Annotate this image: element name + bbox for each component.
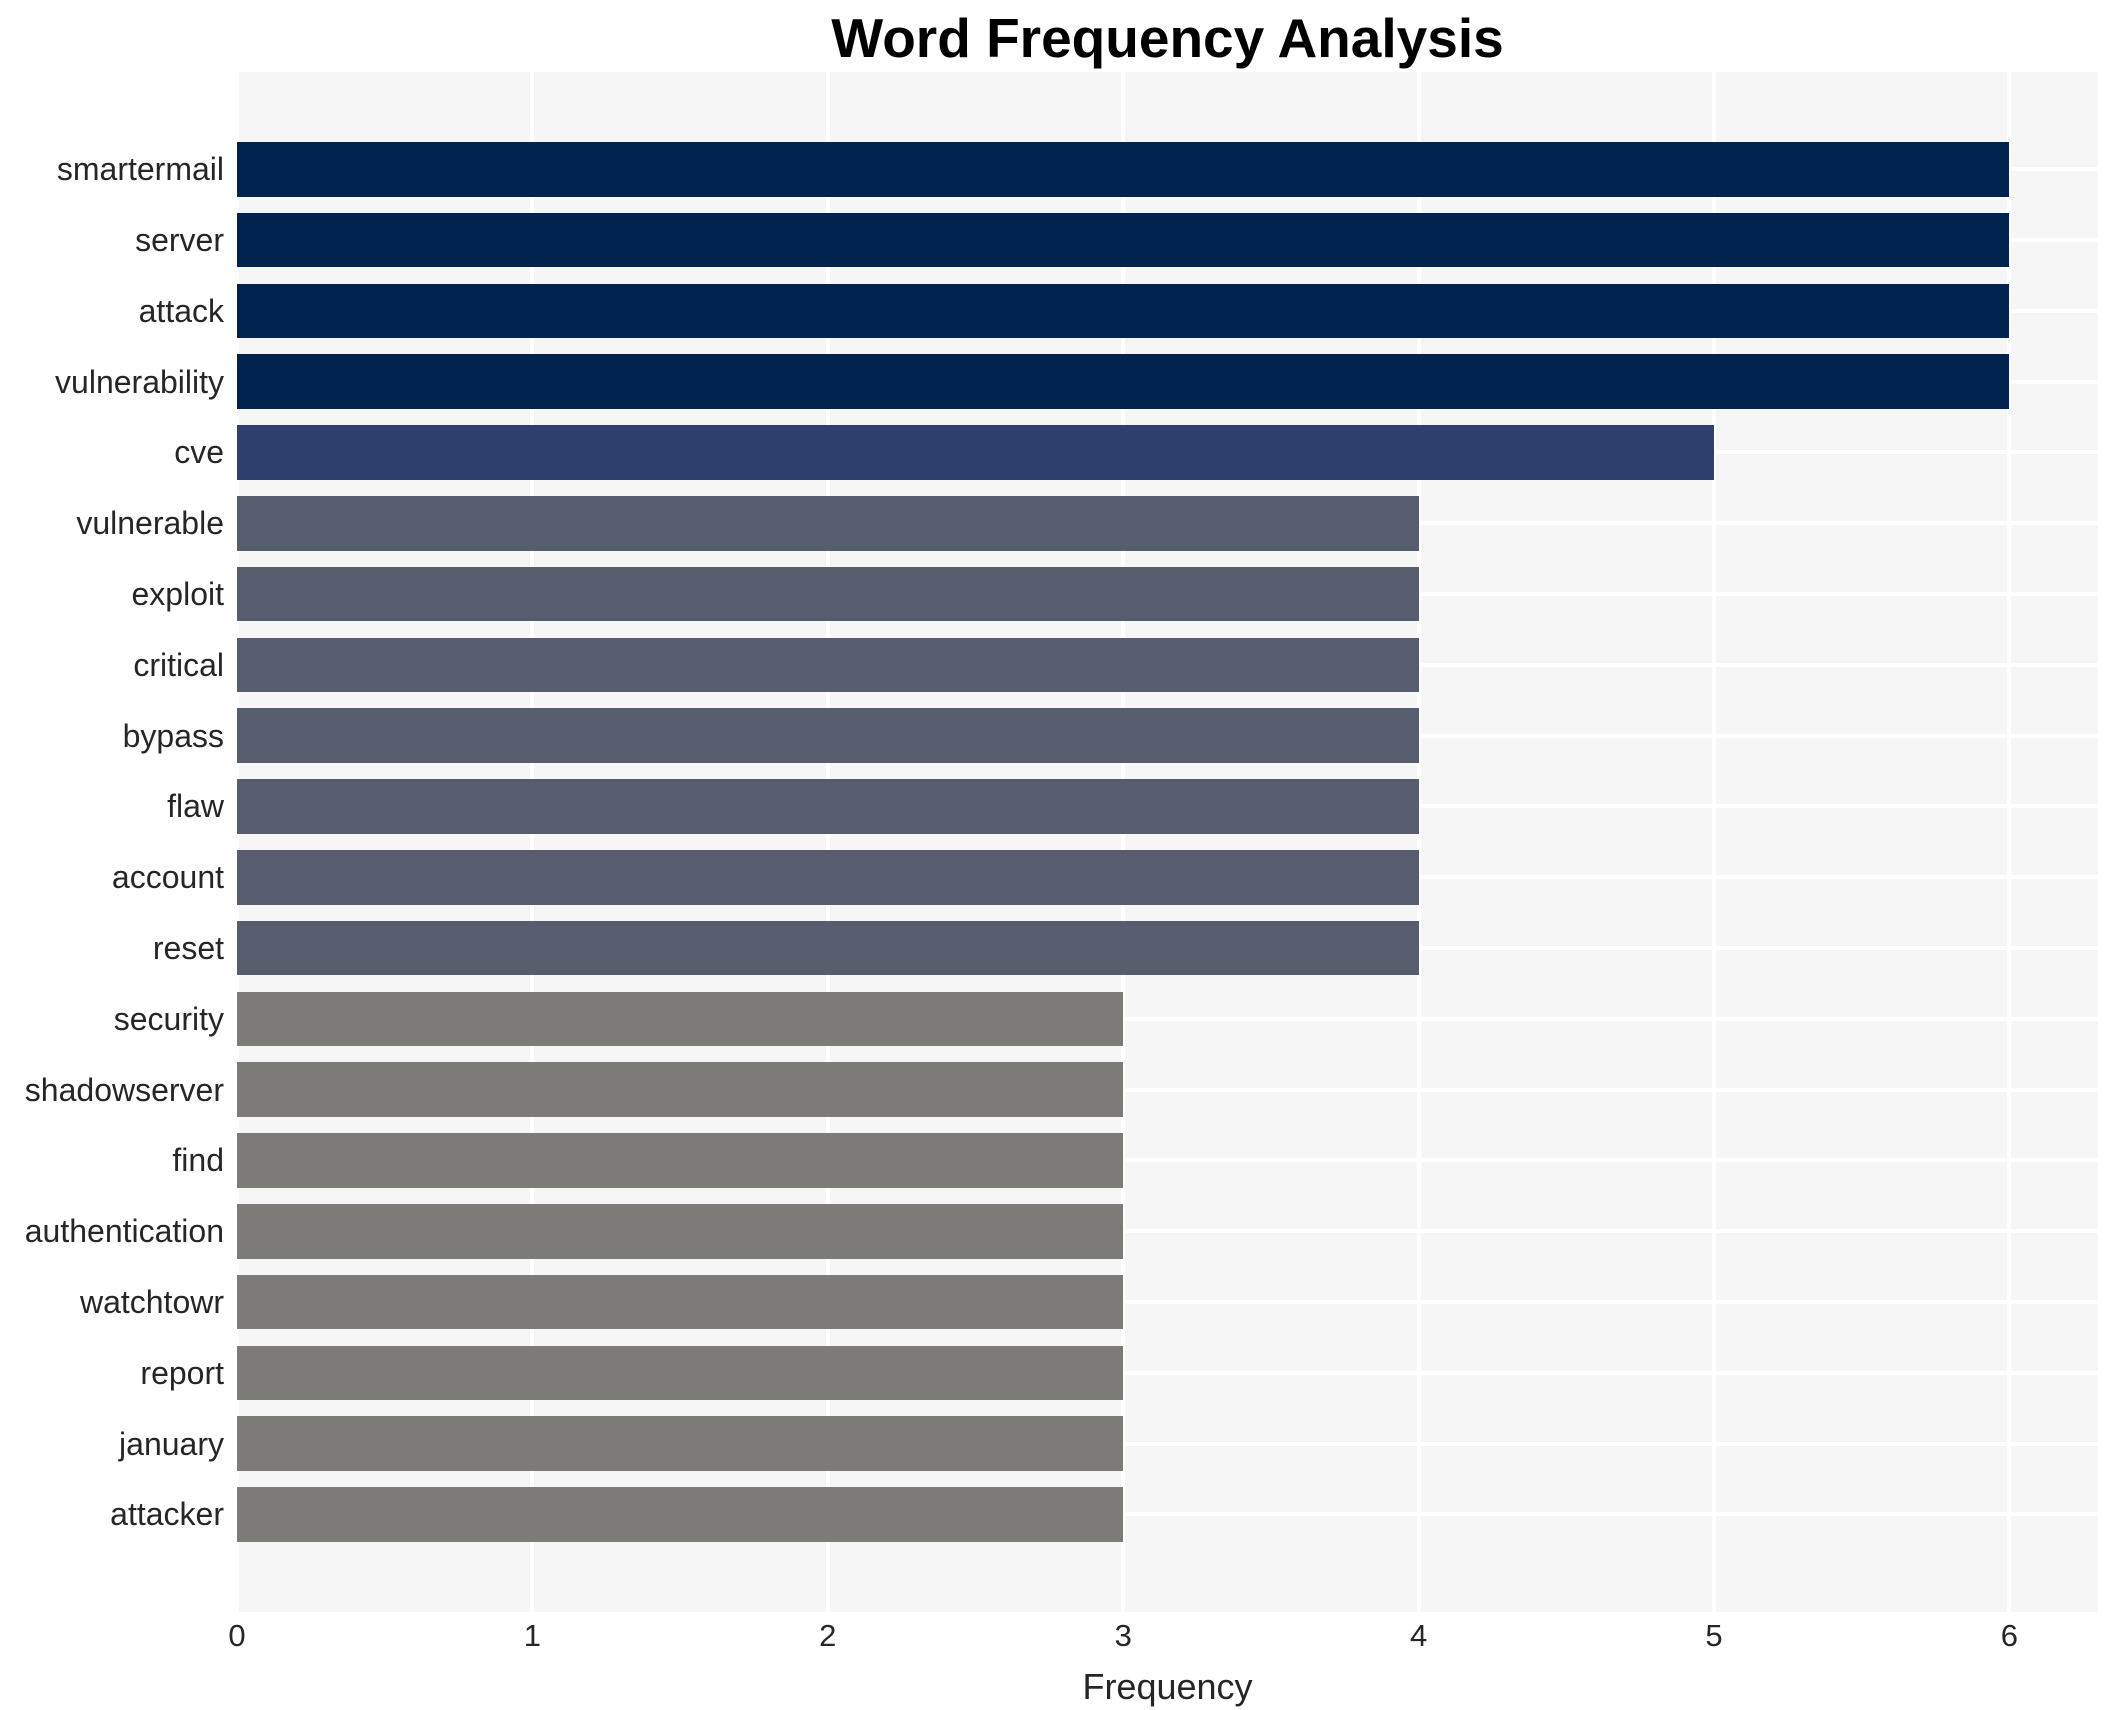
y-label-server: server xyxy=(135,222,224,259)
bar-attacker xyxy=(237,1487,1124,1542)
vertical-gridline-2 xyxy=(825,72,830,1612)
bar-attack xyxy=(237,283,2010,339)
horizontal-gridline-find xyxy=(237,1158,2098,1163)
y-label-bypass: bypass xyxy=(122,717,224,754)
y-label-find: find xyxy=(172,1142,224,1179)
bar-smartermail xyxy=(237,142,2010,197)
y-label-january: january xyxy=(119,1425,224,1462)
x-axis-label: Frequency xyxy=(1082,1666,1253,1707)
bar-security xyxy=(237,991,1124,1047)
x-tick-6: 6 xyxy=(2000,1618,2018,1653)
x-tick-5: 5 xyxy=(1705,1618,1723,1653)
horizontal-gridline-authentication xyxy=(237,1229,2098,1234)
y-label-watchtowr: watchtowr xyxy=(79,1284,224,1321)
bar-flaw xyxy=(237,779,1419,834)
y-label-smartermail: smartermail xyxy=(56,151,224,188)
y-label-exploit: exploit xyxy=(131,576,225,613)
horizontal-gridline-attacker xyxy=(237,1512,2098,1517)
bar-account xyxy=(237,850,1419,905)
bar-report xyxy=(237,1345,1124,1401)
horizontal-gridline-report xyxy=(237,1370,2098,1375)
bar-reset xyxy=(237,920,1419,976)
horizontal-gridline-watchtowr xyxy=(237,1300,2098,1305)
bar-server xyxy=(237,212,2010,268)
horizontal-gridline-security xyxy=(237,1016,2098,1021)
bar-january xyxy=(237,1416,1124,1471)
x-tick-0: 0 xyxy=(228,1618,246,1653)
bar-critical xyxy=(237,637,1419,693)
bar-exploit xyxy=(237,566,1419,622)
bar-bypass xyxy=(237,708,1419,763)
y-label-cve: cve xyxy=(174,434,224,471)
x-tick-3: 3 xyxy=(1114,1618,1132,1653)
bar-watchtowr xyxy=(237,1274,1124,1330)
vertical-gridline-5 xyxy=(1711,72,1716,1612)
bar-find xyxy=(237,1133,1124,1188)
bar-vulnerability xyxy=(237,354,2010,409)
x-tick-1: 1 xyxy=(523,1618,542,1653)
vertical-gridline-6 xyxy=(2007,72,2012,1612)
y-label-report: report xyxy=(140,1354,224,1391)
y-label-shadowserver: shadowserver xyxy=(24,1071,224,1108)
y-label-attack: attack xyxy=(138,292,224,329)
chart-title: Word Frequency Analysis xyxy=(831,7,1504,69)
y-label-security: security xyxy=(113,1000,224,1037)
x-tick-2: 2 xyxy=(819,1618,837,1653)
y-label-vulnerability: vulnerability xyxy=(55,363,224,400)
y-label-flaw: flaw xyxy=(167,788,224,825)
bar-authentication xyxy=(237,1204,1124,1259)
y-label-authentication: authentication xyxy=(24,1213,224,1250)
y-label-critical: critical xyxy=(133,646,224,683)
y-label-attacker: attacker xyxy=(110,1496,224,1533)
horizontal-gridline-january xyxy=(237,1441,2098,1446)
y-label-reset: reset xyxy=(152,930,224,967)
y-label-account: account xyxy=(111,859,224,896)
bar-shadowserver xyxy=(237,1062,1124,1117)
y-label-vulnerable: vulnerable xyxy=(76,505,224,542)
bar-cve xyxy=(237,425,1714,480)
vertical-gridline-0 xyxy=(235,72,239,1612)
vertical-gridline-1 xyxy=(530,72,535,1612)
plot-area xyxy=(235,72,2098,1612)
vertical-gridline-3 xyxy=(1121,72,1126,1612)
horizontal-gridline-shadowserver xyxy=(237,1087,2098,1092)
x-tick-4: 4 xyxy=(1409,1618,1428,1653)
vertical-gridline-4 xyxy=(1416,72,1421,1612)
bar-vulnerable xyxy=(237,496,1419,551)
